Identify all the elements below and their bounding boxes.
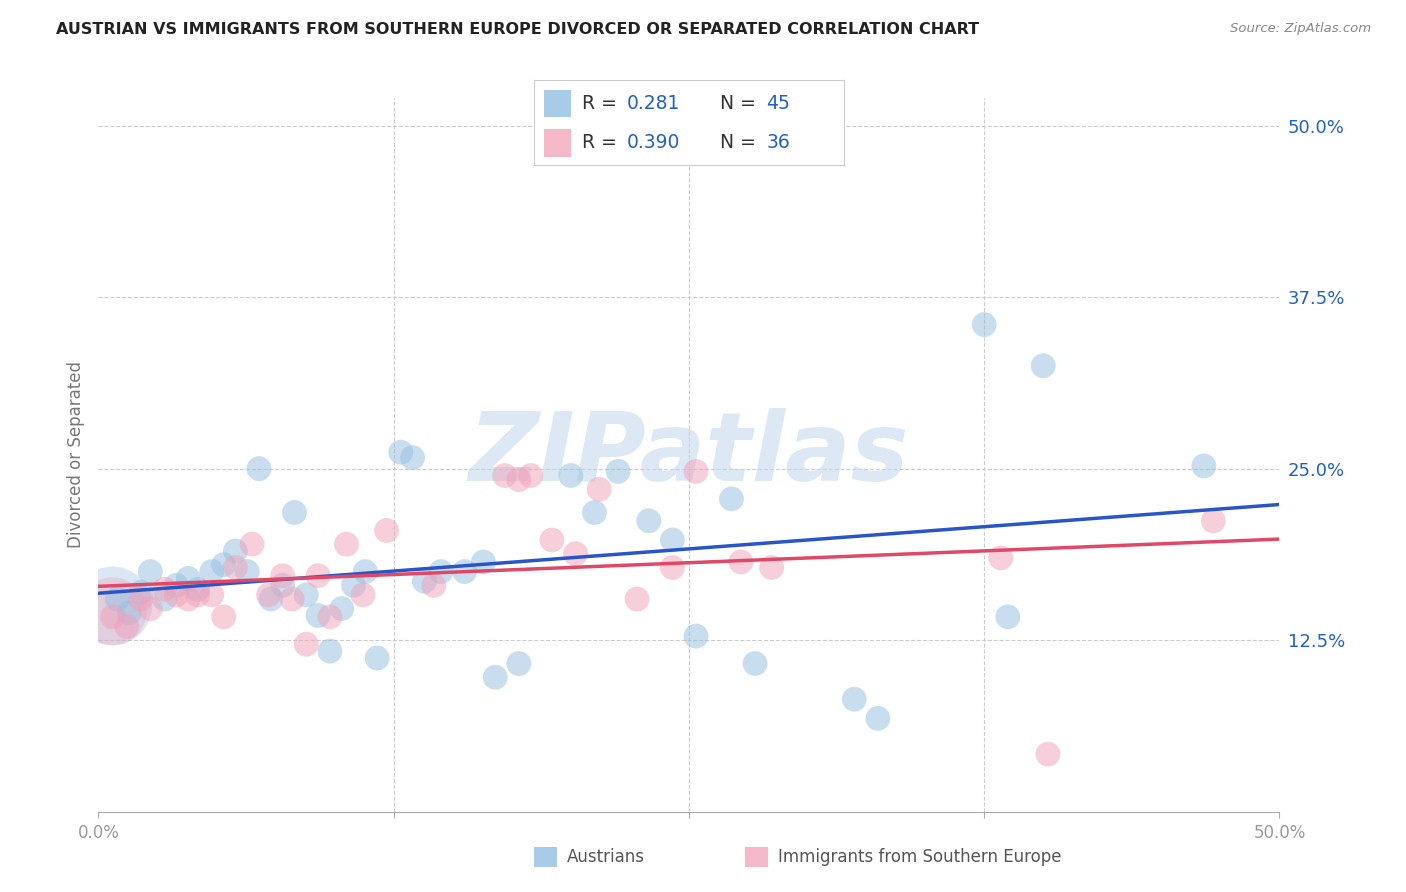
Point [588,482,610,496]
Point [236,565,259,579]
Point [319,610,342,624]
Point [564,547,586,561]
Text: 0.390: 0.390 [627,133,681,152]
Point [508,473,530,487]
Point [413,574,436,589]
Text: 45: 45 [766,94,790,112]
Point [508,657,530,671]
Point [626,592,648,607]
Point [990,550,1012,565]
Point [165,588,187,602]
Point [101,599,124,613]
Point [101,604,124,618]
Point [281,592,304,607]
Point [744,657,766,671]
Point [637,514,659,528]
Point [139,565,162,579]
Text: 36: 36 [766,133,790,152]
Point [607,464,630,478]
Point [1202,514,1225,528]
Text: AUSTRIAN VS IMMIGRANTS FROM SOUTHERN EUROPE DIVORCED OR SEPARATED CORRELATION CH: AUSTRIAN VS IMMIGRANTS FROM SOUTHERN EUR… [56,22,980,37]
Point [720,491,742,506]
Point [1032,359,1054,373]
Point [472,555,495,569]
Point [389,445,412,459]
Point [105,592,128,607]
Point [866,711,889,725]
Point [1192,458,1215,473]
FancyBboxPatch shape [544,129,571,157]
Point [295,637,318,651]
Point [423,578,446,592]
Point [201,588,224,602]
Point [730,555,752,569]
Point [240,537,263,551]
Point [153,582,176,597]
Point [187,588,209,602]
Point [342,578,364,592]
Point [115,619,138,633]
Point [271,568,294,582]
Text: N =: N = [720,94,756,112]
Point [494,468,516,483]
Point [375,524,398,538]
Point [247,461,270,475]
Point [352,588,374,602]
Point [519,468,541,483]
Point [685,629,707,643]
Point [129,592,152,607]
Point [541,533,564,547]
Text: R =: R = [582,94,617,112]
Point [283,506,305,520]
Point [307,608,329,623]
Point [661,533,683,547]
Point [187,582,209,597]
Text: Austrians: Austrians [567,848,644,866]
Point [212,558,235,572]
Point [844,692,866,706]
Point [271,578,294,592]
Point [224,560,246,574]
Point [335,537,357,551]
Point [685,464,707,478]
Point [129,585,152,599]
Text: Source: ZipAtlas.com: Source: ZipAtlas.com [1230,22,1371,36]
Point [661,560,683,574]
Point [973,318,995,332]
Point [560,468,582,483]
Text: 0.281: 0.281 [627,94,681,112]
Point [583,506,606,520]
Point [1036,747,1059,761]
Point [484,670,506,684]
Point [319,644,342,658]
Point [997,610,1019,624]
Point [118,606,141,620]
Point [201,565,224,579]
Text: N =: N = [720,133,756,152]
Point [453,565,475,579]
Point [260,592,283,607]
Point [153,592,176,607]
Text: Immigrants from Southern Europe: Immigrants from Southern Europe [778,848,1062,866]
Point [307,568,329,582]
Point [101,610,124,624]
Point [330,601,353,615]
Point [366,651,388,665]
Point [257,588,280,602]
Point [295,588,318,602]
Point [165,578,187,592]
FancyBboxPatch shape [544,89,571,117]
Point [354,565,377,579]
Point [430,565,453,579]
Text: R =: R = [582,133,617,152]
Point [224,544,246,558]
Y-axis label: Divorced or Separated: Divorced or Separated [66,361,84,549]
Point [401,450,423,465]
Point [177,592,200,607]
Point [139,601,162,615]
Point [177,571,200,585]
Point [761,560,783,574]
Text: ZIPatlas: ZIPatlas [468,409,910,501]
Point [212,610,235,624]
